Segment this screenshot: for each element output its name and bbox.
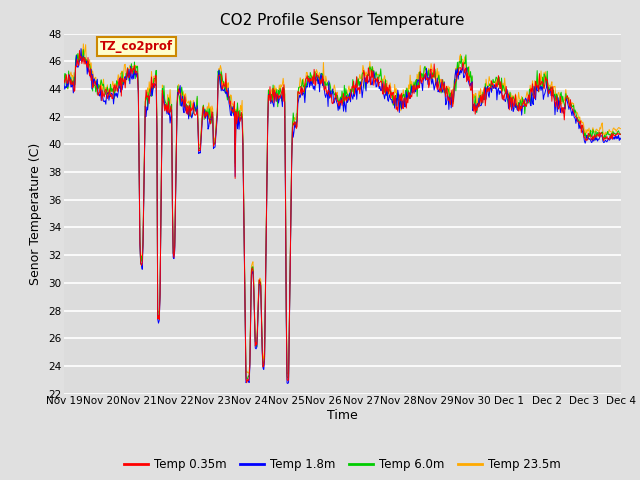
Text: TZ_co2prof: TZ_co2prof [100,40,173,53]
Legend: Temp 0.35m, Temp 1.8m, Temp 6.0m, Temp 23.5m: Temp 0.35m, Temp 1.8m, Temp 6.0m, Temp 2… [119,454,566,476]
X-axis label: Time: Time [327,409,358,422]
Y-axis label: Senor Temperature (C): Senor Temperature (C) [29,143,42,285]
Title: CO2 Profile Sensor Temperature: CO2 Profile Sensor Temperature [220,13,465,28]
